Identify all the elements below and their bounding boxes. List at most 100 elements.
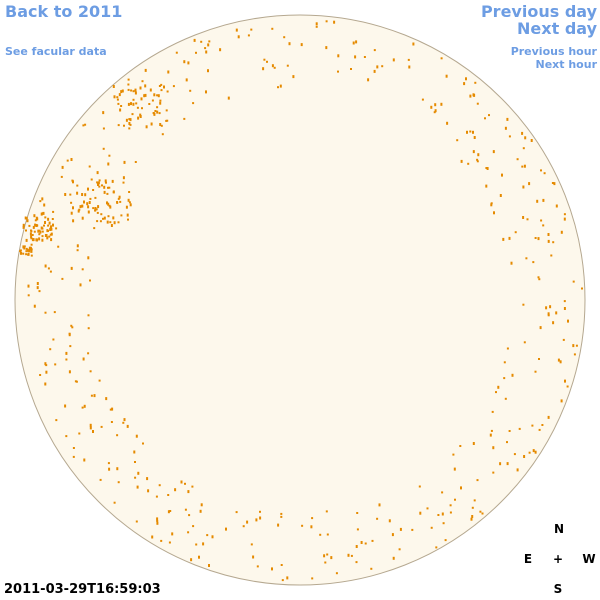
facula — [104, 179, 107, 183]
facula — [47, 217, 50, 221]
facula — [154, 110, 157, 112]
facula — [183, 117, 186, 120]
facula — [39, 200, 42, 203]
facula — [128, 201, 131, 204]
facula — [538, 428, 541, 431]
facula — [81, 216, 84, 220]
facula — [78, 432, 81, 435]
facula — [352, 41, 355, 45]
facula — [69, 193, 72, 196]
facula — [319, 533, 322, 536]
facula — [127, 78, 130, 81]
facula — [463, 82, 466, 86]
facula — [430, 105, 433, 109]
facula — [485, 167, 488, 169]
facula — [473, 499, 476, 502]
facula — [159, 99, 162, 102]
facula — [131, 113, 134, 116]
facula — [555, 311, 558, 315]
timestamp: 2011-03-29T16:59:03 — [4, 582, 161, 597]
facula — [43, 203, 46, 207]
facula — [547, 415, 550, 419]
facula — [195, 51, 197, 54]
facula — [125, 205, 128, 209]
facula — [524, 136, 527, 140]
facula — [32, 238, 35, 242]
facula — [207, 43, 210, 47]
facula — [506, 441, 508, 444]
facula — [41, 230, 44, 233]
facula — [76, 184, 79, 187]
facula — [490, 429, 493, 432]
facula — [157, 94, 160, 98]
facula — [134, 476, 137, 479]
facula — [30, 249, 33, 253]
facula — [107, 462, 110, 465]
previous-day-link[interactable]: Previous day — [480, 2, 597, 21]
facula — [103, 190, 106, 194]
facula — [123, 160, 126, 164]
facula — [44, 311, 47, 314]
facula — [105, 181, 107, 184]
facula — [407, 58, 410, 61]
facula — [50, 227, 53, 231]
facula — [192, 102, 195, 105]
facula — [192, 525, 195, 528]
facula — [471, 506, 474, 509]
facula — [180, 480, 183, 484]
facula — [310, 525, 313, 529]
facula — [456, 139, 459, 142]
facula — [421, 98, 424, 101]
facula — [100, 425, 103, 428]
facula — [315, 25, 318, 28]
facula — [128, 191, 131, 193]
back-link[interactable]: Back to 2011 — [5, 2, 123, 21]
facula — [337, 70, 339, 73]
facula — [84, 193, 87, 197]
facula — [70, 211, 73, 215]
facula — [246, 520, 249, 524]
facula — [277, 523, 280, 527]
facula — [70, 201, 73, 204]
facula — [499, 462, 502, 466]
facula — [271, 27, 274, 30]
facula — [537, 276, 540, 279]
next-hour-link[interactable]: Next hour — [535, 58, 598, 71]
facula — [60, 175, 63, 178]
facula — [563, 213, 566, 216]
facula — [156, 94, 159, 97]
facula — [68, 333, 71, 337]
previous-hour-link[interactable]: Previous hour — [510, 45, 597, 58]
facula — [126, 424, 129, 428]
facula — [541, 424, 544, 426]
facula — [116, 467, 119, 471]
facula — [72, 455, 75, 458]
next-day-link[interactable]: Next day — [517, 19, 597, 38]
facula — [490, 202, 493, 205]
facula — [57, 245, 60, 248]
facula — [90, 394, 93, 397]
facula — [83, 458, 86, 462]
facula — [64, 404, 67, 408]
facula — [54, 363, 57, 366]
facula — [160, 539, 163, 542]
facular-data-link[interactable]: See facular data — [5, 45, 107, 58]
facula — [190, 558, 193, 562]
facula — [132, 90, 135, 93]
facula — [49, 226, 52, 229]
facula — [202, 542, 205, 546]
facula — [572, 344, 575, 348]
facula — [61, 277, 64, 280]
facula — [133, 450, 136, 454]
facula — [28, 224, 31, 227]
facula — [159, 101, 162, 105]
facula — [117, 102, 120, 105]
facula — [136, 485, 139, 489]
facula — [426, 507, 429, 510]
facula — [437, 514, 440, 516]
facula — [38, 290, 41, 293]
facula — [280, 515, 283, 518]
facula — [259, 510, 261, 513]
facula — [139, 115, 142, 118]
